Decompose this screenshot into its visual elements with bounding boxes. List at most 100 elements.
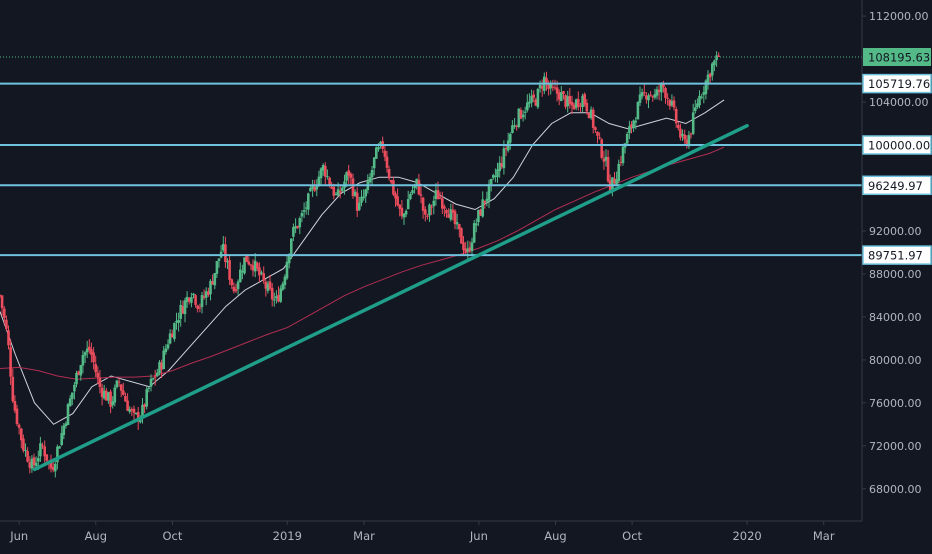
candle-body-263: [557, 92, 561, 100]
candle-body-301: [638, 94, 642, 103]
candle-body-337: [715, 55, 718, 61]
trendline-group[interactable]: [32, 123, 749, 472]
candle-body-90: [190, 297, 193, 303]
candle-body-320: [679, 128, 682, 138]
candles: [0, 51, 720, 478]
candle-body-123: [260, 272, 263, 274]
x-axis[interactable]: Jun Aug Oct 2019 Mar Jun Aug Oct 2020 Mar: [0, 520, 862, 543]
candle-body-322: [683, 134, 686, 140]
candle-body-78: [164, 348, 168, 353]
candle-body-136: [287, 254, 291, 264]
candle-body-257: [545, 77, 548, 83]
candle-body-20: [41, 445, 44, 447]
candle-body-4: [7, 330, 10, 346]
candle-body-175: [370, 170, 374, 178]
x-tick-label-3: 2019: [273, 529, 302, 543]
candle-body-200: [424, 209, 427, 215]
moving-averages: [0, 99, 725, 425]
candle-body-199: [421, 197, 425, 211]
candle-body-298: [632, 120, 635, 129]
candle-body-310: [657, 89, 661, 92]
candle-body-183: [387, 169, 391, 179]
candle-body-52: [109, 391, 112, 407]
candle-body-220: [466, 248, 470, 252]
candle-body-215: [455, 222, 459, 225]
candle-body-324: [687, 135, 691, 147]
candle-body-198: [419, 194, 423, 196]
candle-body-96: [202, 296, 206, 298]
horizontal-levels[interactable]: [0, 56, 862, 257]
candle-body-291: [617, 163, 620, 181]
candle-body-202: [428, 204, 431, 216]
candle-body-330: [700, 96, 703, 98]
candle-body-120: [253, 260, 257, 272]
candle-body-253: [536, 88, 540, 108]
candle-body-112: [236, 281, 240, 290]
candle-body-148: [313, 186, 316, 191]
candle-body-326: [691, 112, 695, 134]
candle-body-244: [517, 108, 521, 127]
candle-body-293: [621, 146, 625, 164]
candle-body-61: [128, 409, 131, 412]
candle-body-266: [564, 95, 567, 107]
candle-body-197: [417, 179, 421, 195]
candle-body-138: [292, 227, 295, 237]
candle-body-119: [251, 265, 255, 271]
candle-body-59: [124, 396, 127, 402]
candle-body-76: [160, 362, 163, 370]
candle-body-124: [262, 273, 265, 281]
candle-body-201: [426, 215, 429, 217]
candle-body-143: [302, 210, 306, 212]
candle-body-179: [379, 141, 382, 147]
y-tick-label-6: 92000.00: [869, 225, 922, 238]
candle-body-258: [547, 84, 550, 89]
candle-body-147: [311, 185, 314, 189]
candle-body-133: [281, 283, 285, 290]
candle-body-8: [15, 408, 19, 424]
candle-body-286: [606, 157, 610, 182]
candle-body-50: [105, 390, 108, 401]
candle-body-38: [79, 365, 83, 376]
last-price-tag: [863, 48, 931, 66]
candle-body-194: [411, 190, 414, 194]
level-price-label-3: 96249.97: [868, 179, 923, 193]
support-trendline[interactable]: [32, 123, 749, 472]
candle-body-49: [102, 390, 106, 399]
candle-body-248: [526, 102, 529, 111]
candle-body-27: [56, 446, 59, 463]
candle-body-161: [341, 187, 344, 191]
candle-body-277: [587, 112, 591, 119]
candle-body-54: [113, 387, 117, 403]
candle-body-94: [198, 307, 202, 309]
candle-body-95: [200, 295, 204, 307]
candle-body-93: [196, 305, 199, 309]
x-tick-label-9: Mar: [813, 529, 835, 543]
candle-body-144: [304, 207, 308, 209]
candle-body-68: [143, 404, 146, 407]
candle-body-288: [611, 177, 614, 189]
candle-body-98: [207, 291, 210, 295]
candle-body-170: [360, 196, 363, 203]
candle-body-299: [634, 120, 638, 123]
candle-body-125: [264, 281, 268, 289]
candle-body-56: [117, 381, 121, 383]
y-tick-label-4: 84000.00: [869, 311, 922, 324]
candle-body-325: [689, 133, 693, 135]
candle-body-107: [226, 261, 229, 263]
candle-body-292: [619, 162, 623, 163]
candle-body-271: [574, 99, 578, 108]
level-price-label-1: 105719.76: [868, 77, 930, 91]
candle-body-106: [224, 244, 227, 262]
candle-body-113: [239, 269, 242, 282]
candle-body-37: [77, 371, 80, 375]
candle-body-192: [406, 199, 410, 210]
candle-body-51: [107, 392, 110, 401]
candle-body-191: [404, 210, 408, 215]
candle-body-141: [298, 218, 302, 228]
candle-body-296: [628, 126, 631, 134]
level-price-label-4: 89751.97: [868, 249, 923, 263]
candle-body-313: [664, 88, 667, 98]
candle-body-297: [630, 124, 633, 128]
